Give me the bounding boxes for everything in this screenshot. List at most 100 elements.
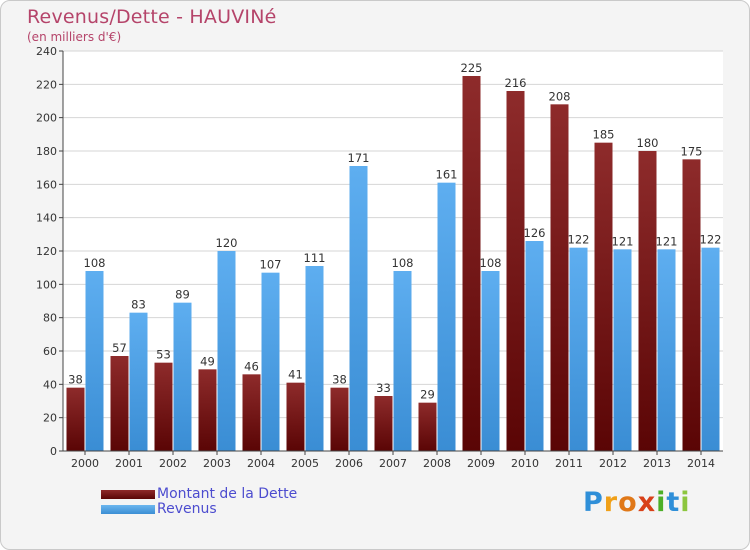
data-label-revenus-2006: 171	[348, 151, 370, 165]
data-label-revenus-2001: 83	[131, 298, 146, 312]
data-label-revenus-2007: 108	[392, 256, 414, 270]
bar-debt-2000	[66, 387, 85, 451]
bar-debt-2002	[154, 362, 173, 451]
data-label-revenus-2003: 120	[216, 236, 238, 250]
y-tick-label-40: 40	[43, 378, 57, 391]
data-label-debt-2008: 29	[420, 388, 435, 402]
chart-title: Revenus/Dette - HAUVINé	[27, 6, 277, 28]
grid	[63, 50, 723, 419]
bar-revenus-2002	[173, 302, 192, 451]
data-label-revenus-2009: 108	[480, 256, 502, 270]
data-label-debt-2014: 175	[681, 144, 703, 158]
x-tick-label-2012: 2012	[599, 457, 627, 470]
y-tick-label-240: 240	[36, 45, 57, 58]
y-tick-label-80: 80	[43, 312, 57, 325]
chart-subtitle: (en milliers d'€)	[27, 30, 122, 44]
y-tick-label-140: 140	[36, 212, 57, 225]
data-label-revenus-2008: 161	[436, 168, 458, 182]
bar-debt-2004	[242, 374, 261, 451]
data-label-revenus-2013: 121	[656, 234, 678, 248]
data-label-debt-2010: 216	[505, 76, 527, 90]
x-tick-label-2007: 2007	[379, 457, 407, 470]
legend-item-debt: Montant de la Dette	[101, 487, 297, 502]
bar-debt-2006	[330, 387, 349, 451]
bar-debt-2005	[286, 382, 305, 451]
bar-debt-2010	[506, 91, 525, 451]
axes: 0 20 40 60 80 100 120 140 160 180 200 220 240 2000 200…	[36, 45, 723, 470]
data-label-revenus-2004: 107	[260, 258, 282, 272]
bar-revenus-2010	[525, 241, 544, 451]
bar-revenus-2008	[437, 182, 456, 451]
bar-debt-2003	[198, 369, 217, 451]
legend-swatch-revenus	[101, 505, 155, 514]
data-label-revenus-2005: 111	[304, 251, 326, 265]
bar-debt-2011	[550, 104, 569, 451]
data-label-debt-2004: 46	[244, 359, 259, 373]
bar-debt-2014	[682, 159, 701, 452]
data-label-revenus-2010: 126	[524, 226, 546, 240]
data-label-debt-2012: 185	[593, 128, 615, 142]
legend-item-revenus: Revenus	[101, 502, 297, 517]
x-tick-label-2002: 2002	[159, 457, 187, 470]
x-tick-label-2011: 2011	[555, 457, 583, 470]
data-label-revenus-2002: 89	[175, 288, 190, 302]
y-tick-label-100: 100	[36, 278, 57, 291]
bar-debt-2009	[462, 76, 481, 451]
bars	[66, 76, 720, 452]
bar-revenus-2000	[85, 271, 104, 451]
bar-debt-2001	[110, 356, 129, 451]
x-tick-label-2005: 2005	[291, 457, 319, 470]
bar-revenus-2013	[657, 249, 676, 451]
bar-revenus-2006	[349, 166, 368, 451]
x-tick-label-2013: 2013	[643, 457, 671, 470]
bar-revenus-2009	[481, 271, 500, 451]
bar-debt-2008	[418, 402, 437, 451]
bar-debt-2007	[374, 396, 393, 451]
y-tick-label-0: 0	[50, 445, 57, 458]
y-tick-label-220: 220	[36, 78, 57, 91]
data-label-revenus-2014: 122	[700, 233, 722, 247]
data-label-debt-2006: 38	[332, 373, 347, 387]
data-label-debt-2000: 38	[68, 373, 83, 387]
x-tick-label-2010: 2010	[511, 457, 539, 470]
x-tick-label-2004: 2004	[247, 457, 275, 470]
x-tick-label-2009: 2009	[467, 457, 495, 470]
y-tick-label-60: 60	[43, 345, 57, 358]
data-label-debt-2002: 53	[156, 348, 171, 362]
proxiti-logo: Proxiti	[583, 487, 691, 518]
y-tick-label-160: 160	[36, 178, 57, 191]
data-label-revenus-2012: 121	[612, 234, 634, 248]
bar-revenus-2003	[217, 251, 236, 451]
x-tick-label-2003: 2003	[203, 457, 231, 470]
bar-revenus-2005	[305, 266, 324, 451]
x-tick-label-2000: 2000	[71, 457, 99, 470]
bar-revenus-2001	[129, 312, 148, 451]
bar-debt-2013	[638, 151, 657, 451]
x-tick-label-2008: 2008	[423, 457, 451, 470]
data-label-debt-2001: 57	[112, 341, 127, 355]
data-label-debt-2009: 225	[461, 61, 483, 75]
bar-debt-2012	[594, 142, 613, 451]
bar-revenus-2007	[393, 271, 412, 451]
legend-label-revenus: Revenus	[157, 501, 217, 517]
legend-swatch-debt	[101, 490, 155, 499]
y-tick-label-180: 180	[36, 145, 57, 158]
data-label-debt-2007: 33	[376, 381, 391, 395]
y-tick-label-120: 120	[36, 245, 57, 258]
x-tick-label-2006: 2006	[335, 457, 363, 470]
data-labels: 38 108 57 83 53 89 49 120 46 107 41 111 38 171 33 108 29…	[68, 61, 721, 402]
data-label-revenus-2000: 108	[84, 256, 106, 270]
data-label-debt-2013: 180	[637, 136, 659, 150]
x-tick-label-2001: 2001	[115, 457, 143, 470]
data-label-debt-2011: 208	[549, 89, 571, 103]
bar-revenus-2012	[613, 249, 632, 451]
bar-revenus-2004	[261, 272, 280, 451]
legend-label-debt: Montant de la Dette	[157, 486, 298, 502]
bar-revenus-2014	[701, 247, 720, 451]
data-label-debt-2003: 49	[200, 354, 215, 368]
y-tick-label-20: 20	[43, 412, 57, 425]
legend: Montant de la Dette Revenus	[101, 487, 297, 517]
data-label-revenus-2011: 122	[568, 233, 590, 247]
